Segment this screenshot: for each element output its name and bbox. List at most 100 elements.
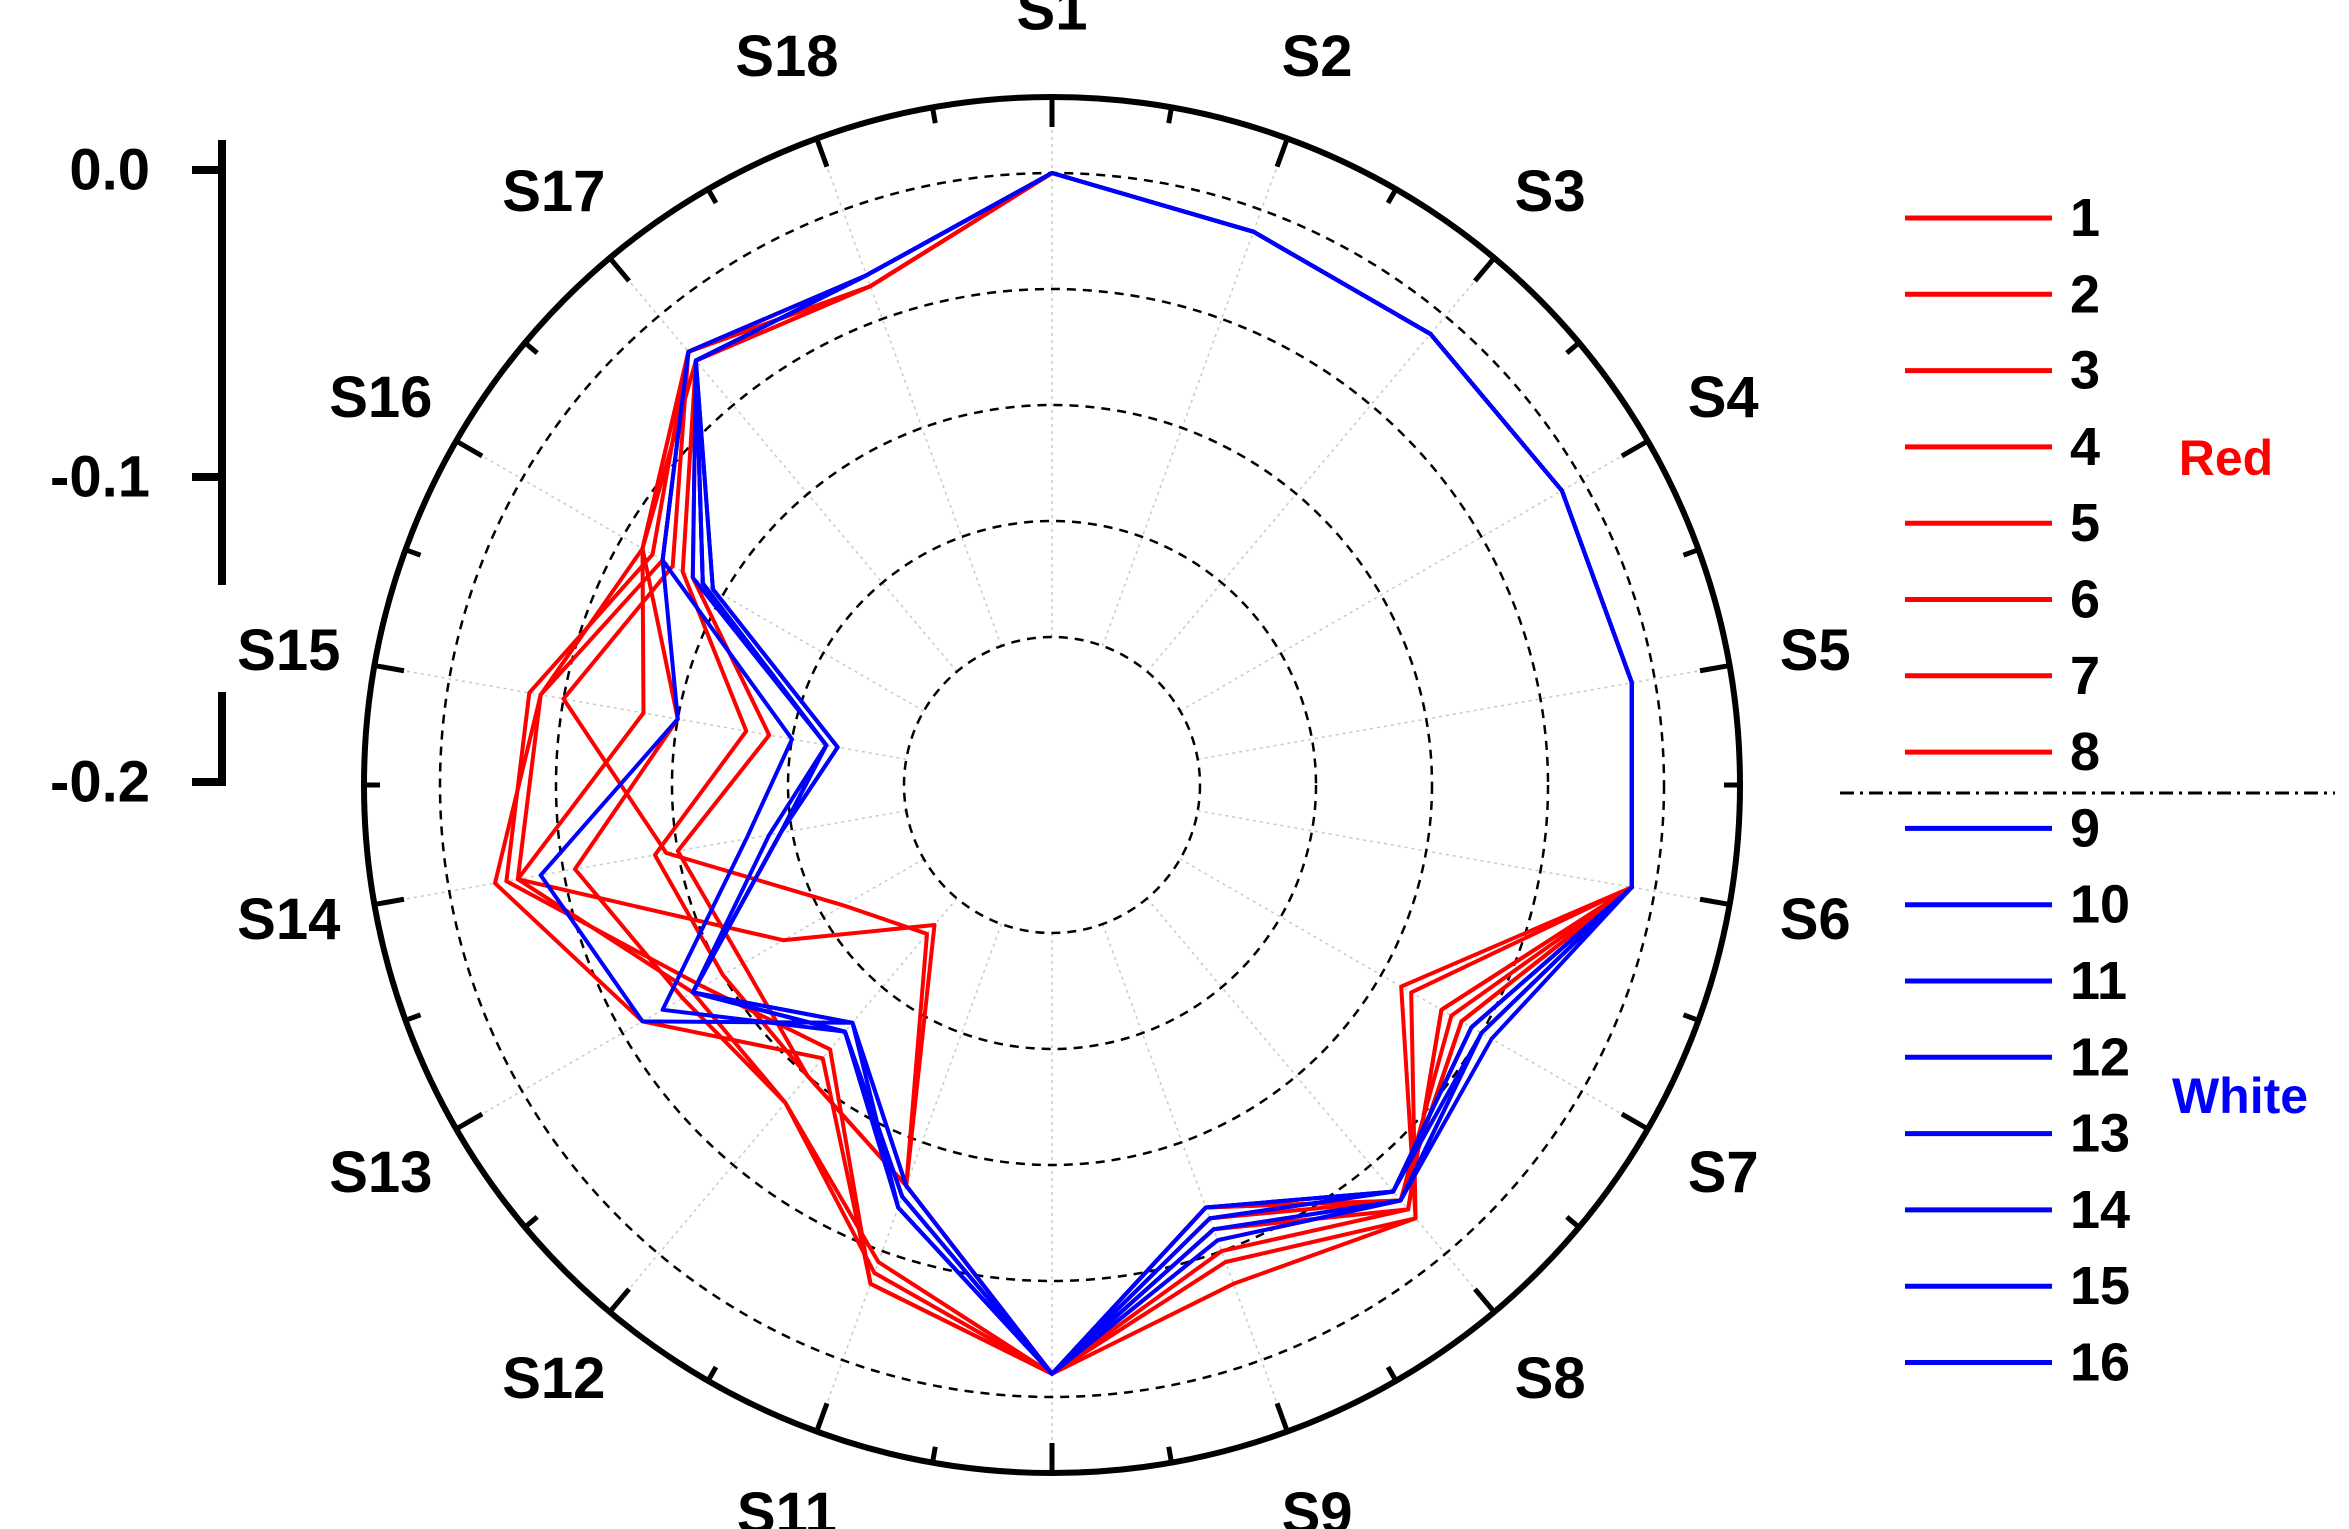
frame-tick-30 [454, 438, 484, 459]
spoke-S5 [1197, 664, 1730, 761]
series-line-9 [538, 171, 1634, 1376]
frame-tick-13 [1565, 1215, 1581, 1230]
axis-label-S4: S4 [1688, 365, 1759, 430]
spoke-S11 [815, 923, 1003, 1432]
axis-label-S10: S10 [1000, 1528, 1103, 1529]
axis-label-S2: S2 [1282, 24, 1353, 89]
spoke-S4 [1179, 440, 1649, 712]
radar-series [493, 171, 1634, 1376]
axis-label-S15: S15 [237, 618, 340, 683]
scale-tick-label-0.0: 0.0 [69, 138, 150, 203]
frame-tick-23 [523, 1215, 539, 1230]
frame-tick-8 [1699, 663, 1730, 674]
spoke-S18 [815, 138, 1003, 647]
legend-label-4: 4 [2070, 417, 2100, 477]
series-line-2 [504, 171, 1634, 1376]
scale-tick-label--0.1: -0.1 [50, 445, 150, 510]
legend-label-11: 11 [2070, 951, 2127, 1011]
frame-tick-14 [1473, 1287, 1497, 1314]
legend-group-red: Red [2179, 430, 2273, 486]
series-line-6 [561, 171, 1634, 1376]
spoke-S17 [609, 257, 958, 673]
frame-tick-2 [1274, 137, 1290, 168]
frame-tick-3 [1385, 187, 1399, 205]
series-line-3 [573, 171, 1634, 1376]
radar-grid [361, 94, 1743, 1476]
frame-tick-33 [705, 187, 719, 205]
spoke-S8 [1146, 897, 1495, 1313]
legend-label-15: 15 [2070, 1256, 2130, 1316]
legend-label-12: 12 [2070, 1027, 2130, 1087]
axis-label-S17: S17 [502, 159, 605, 224]
frame-tick-1 [1166, 107, 1174, 124]
spoke-S14 [374, 809, 907, 906]
series-line-16 [690, 171, 1634, 1376]
axis-label-S14: S14 [237, 887, 340, 952]
spoke-S7 [1179, 858, 1649, 1130]
grid-ring-0 [902, 635, 1202, 935]
frame-tick-19 [930, 1446, 938, 1463]
frame-tick-10 [1699, 896, 1730, 907]
axis-label-S13: S13 [329, 1140, 432, 1205]
series-line-5 [515, 171, 1634, 1376]
frame-tick-31 [523, 340, 539, 355]
spoke-S16 [455, 440, 925, 712]
frame-tick-12 [1620, 1111, 1650, 1132]
axis-labels: S1 S2 S3 S4 S5 S6 S7 S8 S9 S10 S11 S12 S13 S14 S15 S16 S… [237, 0, 1851, 1529]
series-line-1 [493, 171, 1634, 1376]
legend-label-9: 9 [2070, 798, 2100, 858]
spoke-S13 [455, 858, 925, 1130]
legend-label-2: 2 [2070, 264, 2100, 324]
legend-label-1: 1 [2070, 188, 2100, 248]
legend-label-7: 7 [2070, 646, 2100, 706]
spoke-S6 [1197, 809, 1730, 906]
legend-label-10: 10 [2070, 875, 2130, 935]
legend-label-5: 5 [2070, 493, 2100, 553]
grid-ring-2 [670, 403, 1434, 1167]
frame-tick-35 [930, 107, 938, 124]
legend-label-8: 8 [2070, 722, 2100, 782]
spoke-S9 [1101, 923, 1289, 1432]
frame-tick-4 [1473, 256, 1497, 283]
frame-tick-22 [607, 1287, 631, 1314]
legend-label-16: 16 [2070, 1333, 2130, 1393]
axis-label-S3: S3 [1515, 159, 1586, 224]
axis-label-S8: S8 [1515, 1346, 1586, 1411]
frame-tick-20 [814, 1402, 830, 1433]
frame-tick-7 [1682, 547, 1700, 558]
grid-ring-1 [786, 519, 1318, 1051]
axis-label-S12: S12 [502, 1346, 605, 1411]
frame-tick-11 [1682, 1012, 1700, 1023]
legend-label-6: 6 [2070, 570, 2100, 630]
outer-frame [361, 94, 1743, 1476]
frame-tick-21 [705, 1365, 719, 1383]
frame-tick-29 [404, 547, 422, 558]
frame-tick-34 [814, 137, 830, 168]
axis-label-S6: S6 [1780, 887, 1851, 952]
frame-tick-6 [1620, 438, 1650, 459]
series-line-4 [515, 171, 1634, 1376]
frame-tick-17 [1166, 1446, 1174, 1463]
frame-tick-15 [1385, 1365, 1399, 1383]
legend-label-3: 3 [2070, 341, 2100, 401]
spoke-S2 [1101, 138, 1289, 647]
axis-label-S5: S5 [1780, 618, 1851, 683]
axis-label-S11: S11 [737, 1481, 837, 1529]
radial-scale: 0.0 -0.1 -0.2 [50, 138, 226, 815]
axis-label-S16: S16 [329, 365, 432, 430]
frame-tick-28 [374, 663, 405, 674]
grid-ring-3 [554, 287, 1550, 1283]
legend-label-14: 14 [2070, 1180, 2130, 1240]
axis-label-S9: S9 [1282, 1481, 1353, 1529]
legend-group-white: White [2172, 1068, 2308, 1124]
spoke-S15 [374, 664, 907, 761]
frame-tick-24 [454, 1111, 484, 1132]
spoke-S3 [1146, 257, 1495, 673]
axis-label-S1: S1 [1017, 0, 1088, 43]
frame-tick-5 [1565, 340, 1581, 355]
axis-label-S7: S7 [1688, 1140, 1759, 1205]
frame-tick-25 [404, 1012, 422, 1023]
frame-tick-16 [1274, 1402, 1290, 1433]
